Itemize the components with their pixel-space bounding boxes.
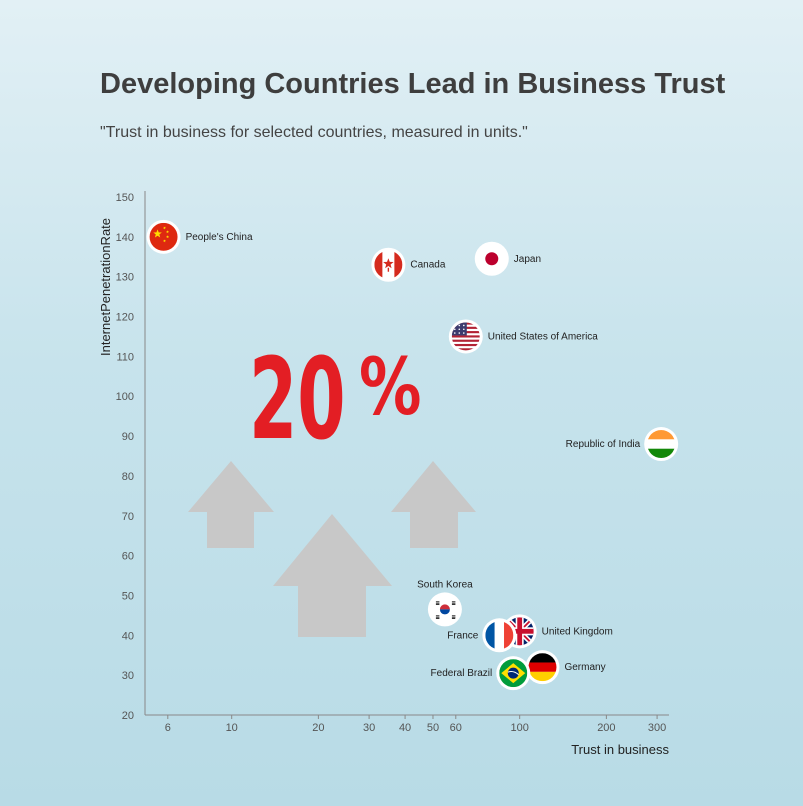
data-point: Japan (474, 241, 541, 276)
brazil-flag-icon (499, 659, 528, 688)
x-tick-label: 300 (648, 722, 666, 734)
point-label: People's China (186, 232, 253, 243)
axes: 20 30 40 50 60 70 80 90 100 110 120 130 140 150 6 10 20 3… (116, 191, 669, 734)
data-point: Canada (371, 247, 446, 282)
y-tick-label: 110 (116, 351, 134, 363)
point-label: Federal Brazil (431, 668, 493, 679)
y-axis-title: InternetPenetrationRate (98, 218, 113, 356)
france-flag-icon (485, 621, 514, 650)
y-tick-label: 140 (116, 232, 134, 244)
x-tick-label: 20 (312, 722, 324, 734)
y-tick-label: 120 (116, 312, 134, 324)
x-axis-title: Trust in business (571, 742, 669, 757)
highlight-percent-sign: % (359, 341, 422, 433)
y-tick-label: 70 (122, 511, 134, 523)
point-label: Republic of India (566, 439, 641, 450)
y-tick-label: 60 (122, 551, 134, 563)
y-tick-label: 40 (122, 630, 134, 642)
y-tick-label: 80 (122, 471, 134, 483)
point-label: South Korea (417, 579, 473, 590)
point-label: Canada (410, 260, 445, 271)
y-tick-label: 50 (122, 590, 134, 602)
data-point: People's China (146, 219, 253, 254)
x-tick-label: 60 (450, 722, 462, 734)
x-tick-label: 200 (597, 722, 615, 734)
x-tick-label: 50 (427, 722, 439, 734)
x-tick-label: 30 (363, 722, 375, 734)
point-label: Japan (514, 254, 541, 265)
data-point: France (447, 618, 517, 653)
x-tick-label: 40 (399, 722, 411, 734)
canada-flag-icon (374, 250, 403, 279)
y-tick-label: 30 (122, 670, 134, 682)
x-tick-label: 10 (226, 722, 238, 734)
point-label: United States of America (488, 331, 598, 342)
decoration-layer: 20% (188, 335, 476, 637)
china-flag-icon (149, 222, 178, 251)
india-flag-icon (647, 430, 676, 459)
highlight-percentage: 20 (249, 335, 346, 465)
data-point: South Korea (417, 579, 473, 627)
x-tick-label: 6 (165, 722, 171, 734)
data-point: Federal Brazil (431, 656, 531, 691)
y-tick-label: 150 (116, 192, 134, 204)
data-points: People's China Canada Japan United States o… (146, 219, 679, 691)
y-tick-label: 90 (122, 431, 134, 443)
y-tick-label: 130 (116, 272, 134, 284)
up-arrow-icon (188, 461, 274, 548)
x-tick-label: 100 (510, 722, 528, 734)
y-tick-label: 100 (116, 391, 134, 403)
data-point: Germany (525, 650, 606, 685)
y-tick-label: 20 (122, 710, 134, 722)
data-point: Republic of India (566, 427, 679, 462)
data-point: United Kingdom (502, 614, 613, 649)
point-label: France (447, 630, 479, 641)
usa-flag-icon (451, 322, 480, 351)
germany-flag-icon (528, 653, 557, 682)
chart-subtitle: "Trust in business for selected countrie… (100, 124, 528, 141)
south-korea-flag-icon (430, 595, 459, 624)
data-point: United States of America (448, 319, 598, 354)
chart-title: Developing Countries Lead in Business Tr… (100, 68, 726, 100)
japan-flag-icon (477, 244, 506, 273)
up-arrow-icon (391, 461, 476, 548)
point-label: Germany (564, 662, 605, 673)
up-arrow-icon (273, 514, 392, 637)
point-label: United Kingdom (542, 626, 613, 637)
